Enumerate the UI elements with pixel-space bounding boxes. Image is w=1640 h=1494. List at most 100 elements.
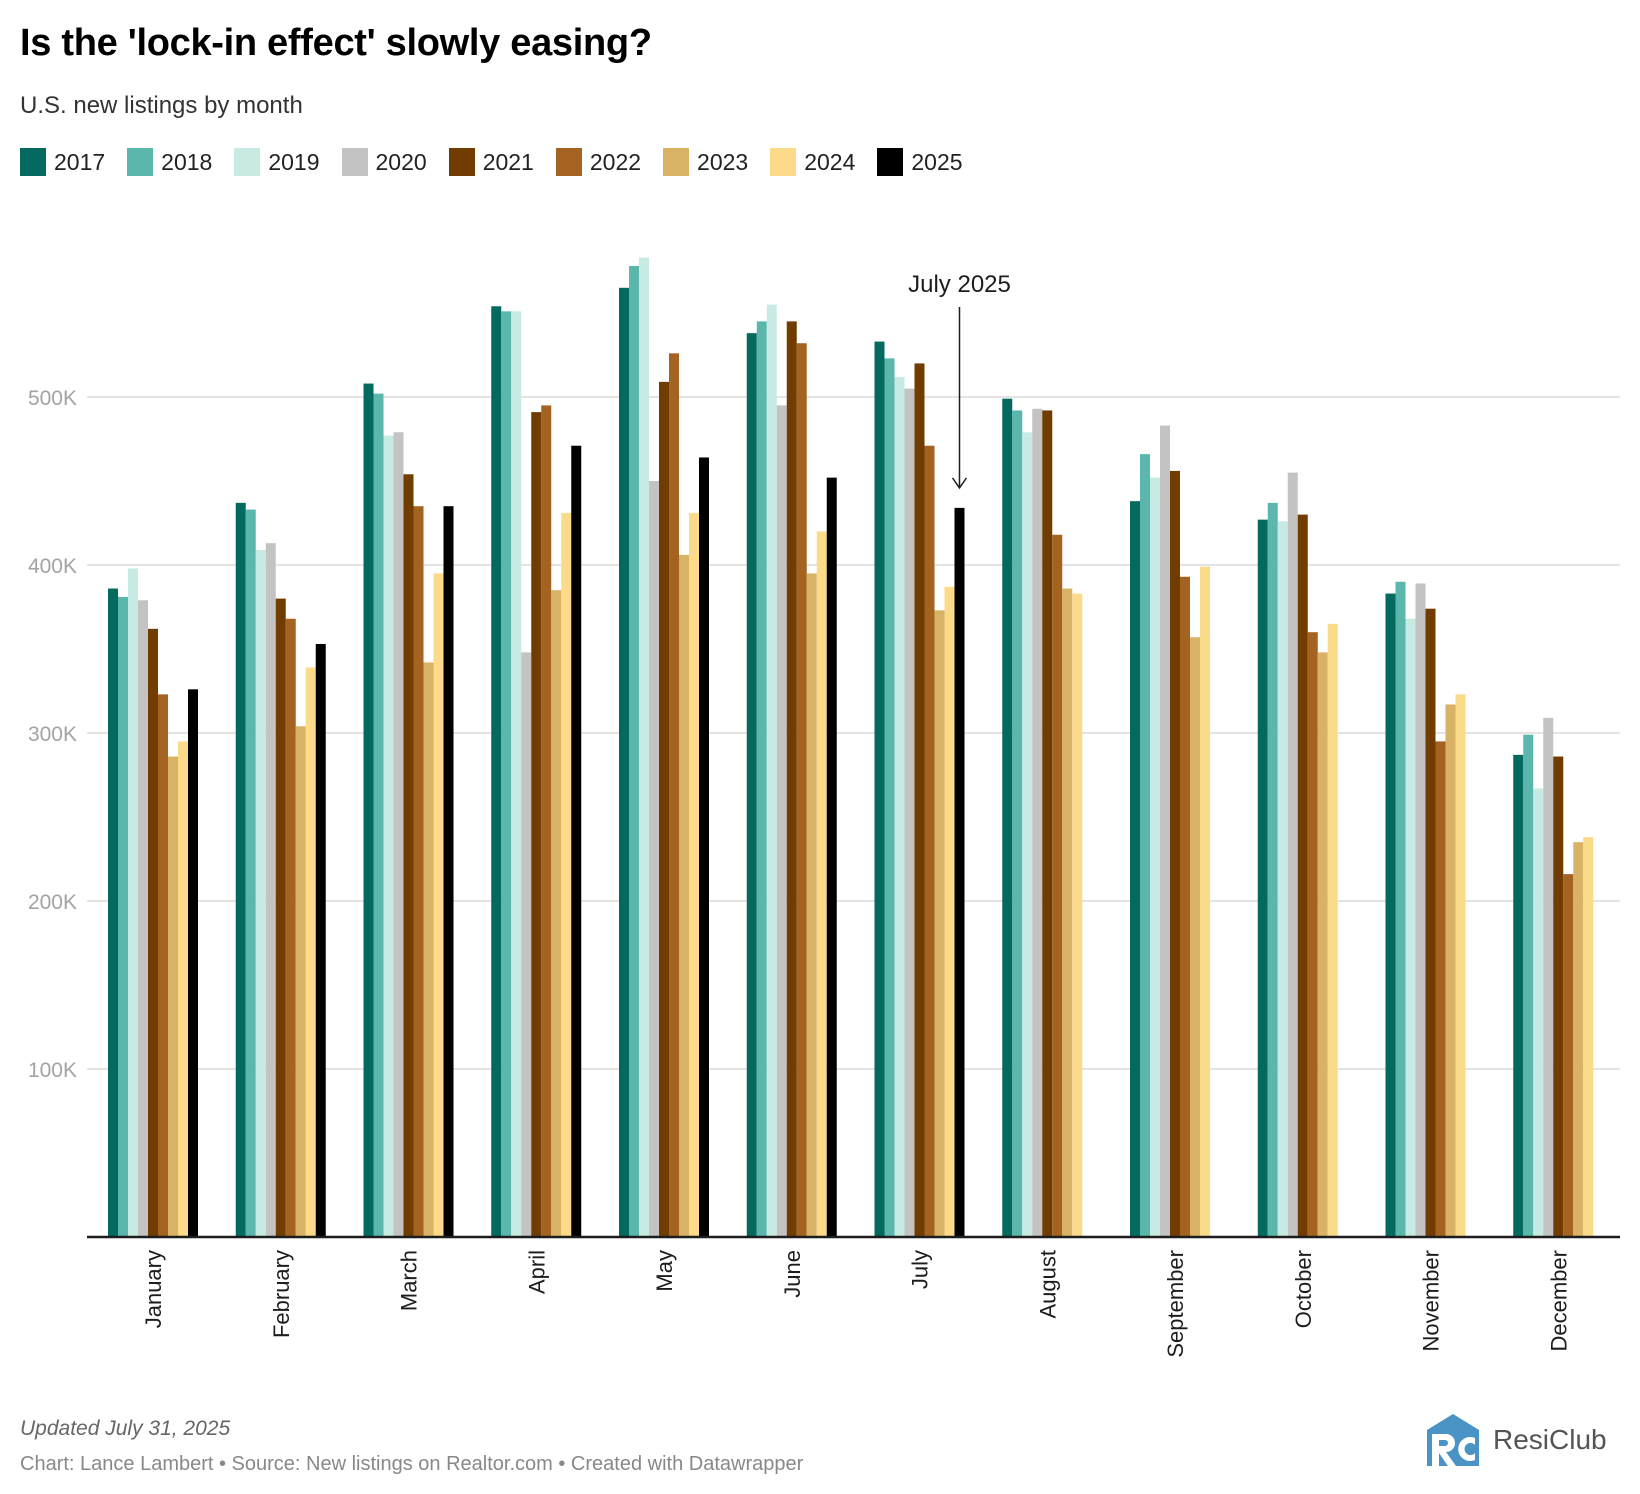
logo-text: ResiClub xyxy=(1493,1424,1607,1455)
bar-december-2018 xyxy=(1523,734,1534,1237)
bar-group-august xyxy=(1002,398,1083,1237)
bar-group-february xyxy=(235,502,326,1238)
bar-february-2023 xyxy=(295,726,306,1237)
x-tick-label: September xyxy=(1163,1250,1188,1358)
bar-august-2022 xyxy=(1052,534,1063,1237)
bar-november-2019 xyxy=(1405,618,1416,1237)
bar-may-2023 xyxy=(679,554,689,1237)
bar-april-2017 xyxy=(491,306,502,1237)
x-tick-label: August xyxy=(1035,1250,1060,1319)
legend-swatch xyxy=(663,148,690,176)
bar-february-2022 xyxy=(285,618,296,1237)
bar-august-2024 xyxy=(1072,593,1083,1237)
bar-december-2024 xyxy=(1583,837,1594,1237)
bar-august-2020 xyxy=(1032,408,1043,1237)
bar-january-2025 xyxy=(188,689,198,1237)
bar-april-2024 xyxy=(561,512,572,1237)
annotation: July 2025 xyxy=(908,271,1011,490)
bar-january-2018 xyxy=(118,596,128,1237)
bar-september-2023 xyxy=(1190,637,1200,1237)
legend-item-2025: 2025 xyxy=(877,148,963,176)
bar-october-2021 xyxy=(1297,514,1308,1237)
bar-november-2021 xyxy=(1425,608,1436,1237)
bar-january-2019 xyxy=(128,568,138,1237)
bar-july-2017 xyxy=(874,341,885,1237)
bar-july-2019 xyxy=(894,376,905,1238)
bar-march-2019 xyxy=(383,435,394,1237)
legend-label: 2021 xyxy=(482,148,534,175)
bar-october-2024 xyxy=(1327,623,1338,1237)
legend-label: 2020 xyxy=(375,148,427,175)
bar-october-2017 xyxy=(1257,519,1268,1237)
x-axis-labels: January February March April May June July Augu… xyxy=(141,1250,1571,1358)
bar-january-2021 xyxy=(148,628,158,1237)
bar-april-2018 xyxy=(501,311,512,1237)
bar-june-2020 xyxy=(776,405,787,1237)
legend-label: 2017 xyxy=(54,148,106,175)
legend-label: 2024 xyxy=(804,148,856,175)
legend: 2017 2018 2019 2020 2021 2022 2023 2024 2025 xyxy=(20,148,985,176)
bar-june-2023 xyxy=(806,573,817,1237)
legend-label: 2023 xyxy=(697,148,749,175)
legend-item-2024: 2024 xyxy=(770,148,855,176)
bar-april-2025 xyxy=(571,445,582,1238)
bar-february-2025 xyxy=(315,643,326,1237)
legend-item-2018: 2018 xyxy=(127,148,212,176)
legend-label: 2019 xyxy=(268,148,320,175)
bar-november-2024 xyxy=(1455,694,1466,1237)
x-tick-label: April xyxy=(524,1250,549,1294)
bar-group-october xyxy=(1257,472,1338,1238)
bar-december-2017 xyxy=(1513,754,1524,1237)
legend-swatch xyxy=(20,148,46,176)
bar-march-2021 xyxy=(403,474,414,1237)
bar-july-2024 xyxy=(944,586,955,1237)
legend-swatch xyxy=(341,148,368,176)
bar-march-2025 xyxy=(443,506,454,1237)
bar-march-2022 xyxy=(413,506,424,1237)
bar-group-september xyxy=(1130,425,1210,1237)
bar-september-2024 xyxy=(1200,566,1210,1237)
y-tick-label: 500K xyxy=(28,387,77,410)
bar-october-2022 xyxy=(1307,632,1318,1237)
y-tick-label: 100K xyxy=(28,1059,77,1082)
bar-november-2023 xyxy=(1445,704,1456,1237)
legend-item-2017: 2017 xyxy=(20,148,105,176)
x-tick-label: November xyxy=(1419,1250,1444,1351)
bar-october-2018 xyxy=(1267,502,1278,1238)
legend-item-2020: 2020 xyxy=(341,148,427,176)
y-tick-label: 400K xyxy=(28,555,77,578)
bar-august-2023 xyxy=(1062,588,1073,1237)
legend-label: 2022 xyxy=(589,148,642,175)
x-tick-label: July xyxy=(908,1250,933,1289)
bar-august-2021 xyxy=(1042,410,1053,1237)
bar-august-2019 xyxy=(1022,432,1033,1237)
bar-july-2020 xyxy=(904,388,915,1238)
bar-may-2019 xyxy=(639,257,649,1237)
bar-group-november xyxy=(1385,581,1466,1237)
bar-may-2025 xyxy=(699,457,709,1238)
chart-title: Is the 'lock-in effect' slowly easing? xyxy=(20,22,652,64)
bar-may-2017 xyxy=(619,287,629,1237)
bars xyxy=(108,257,1594,1238)
bar-group-june xyxy=(746,304,837,1238)
bar-february-2019 xyxy=(255,549,266,1237)
bar-march-2023 xyxy=(423,662,434,1237)
bar-december-2021 xyxy=(1553,756,1564,1237)
bar-august-2018 xyxy=(1012,410,1023,1237)
bar-july-2023 xyxy=(934,610,945,1237)
bar-group-july xyxy=(874,341,965,1238)
bar-february-2024 xyxy=(305,667,316,1237)
bar-group-march xyxy=(363,383,454,1237)
chart-subtitle: U.S. new listings by month xyxy=(20,92,303,119)
bar-april-2020 xyxy=(521,652,532,1237)
resiclub-logo: ResiClub xyxy=(1425,1412,1607,1468)
bar-january-2020 xyxy=(138,600,148,1237)
bar-january-2022 xyxy=(158,694,168,1237)
bar-march-2018 xyxy=(373,393,384,1237)
legend-swatch xyxy=(448,148,475,176)
bar-june-2019 xyxy=(766,304,777,1238)
bar-june-2017 xyxy=(746,333,757,1237)
bar-february-2018 xyxy=(245,509,256,1237)
bar-october-2023 xyxy=(1317,652,1328,1237)
bar-group-april xyxy=(491,306,582,1238)
